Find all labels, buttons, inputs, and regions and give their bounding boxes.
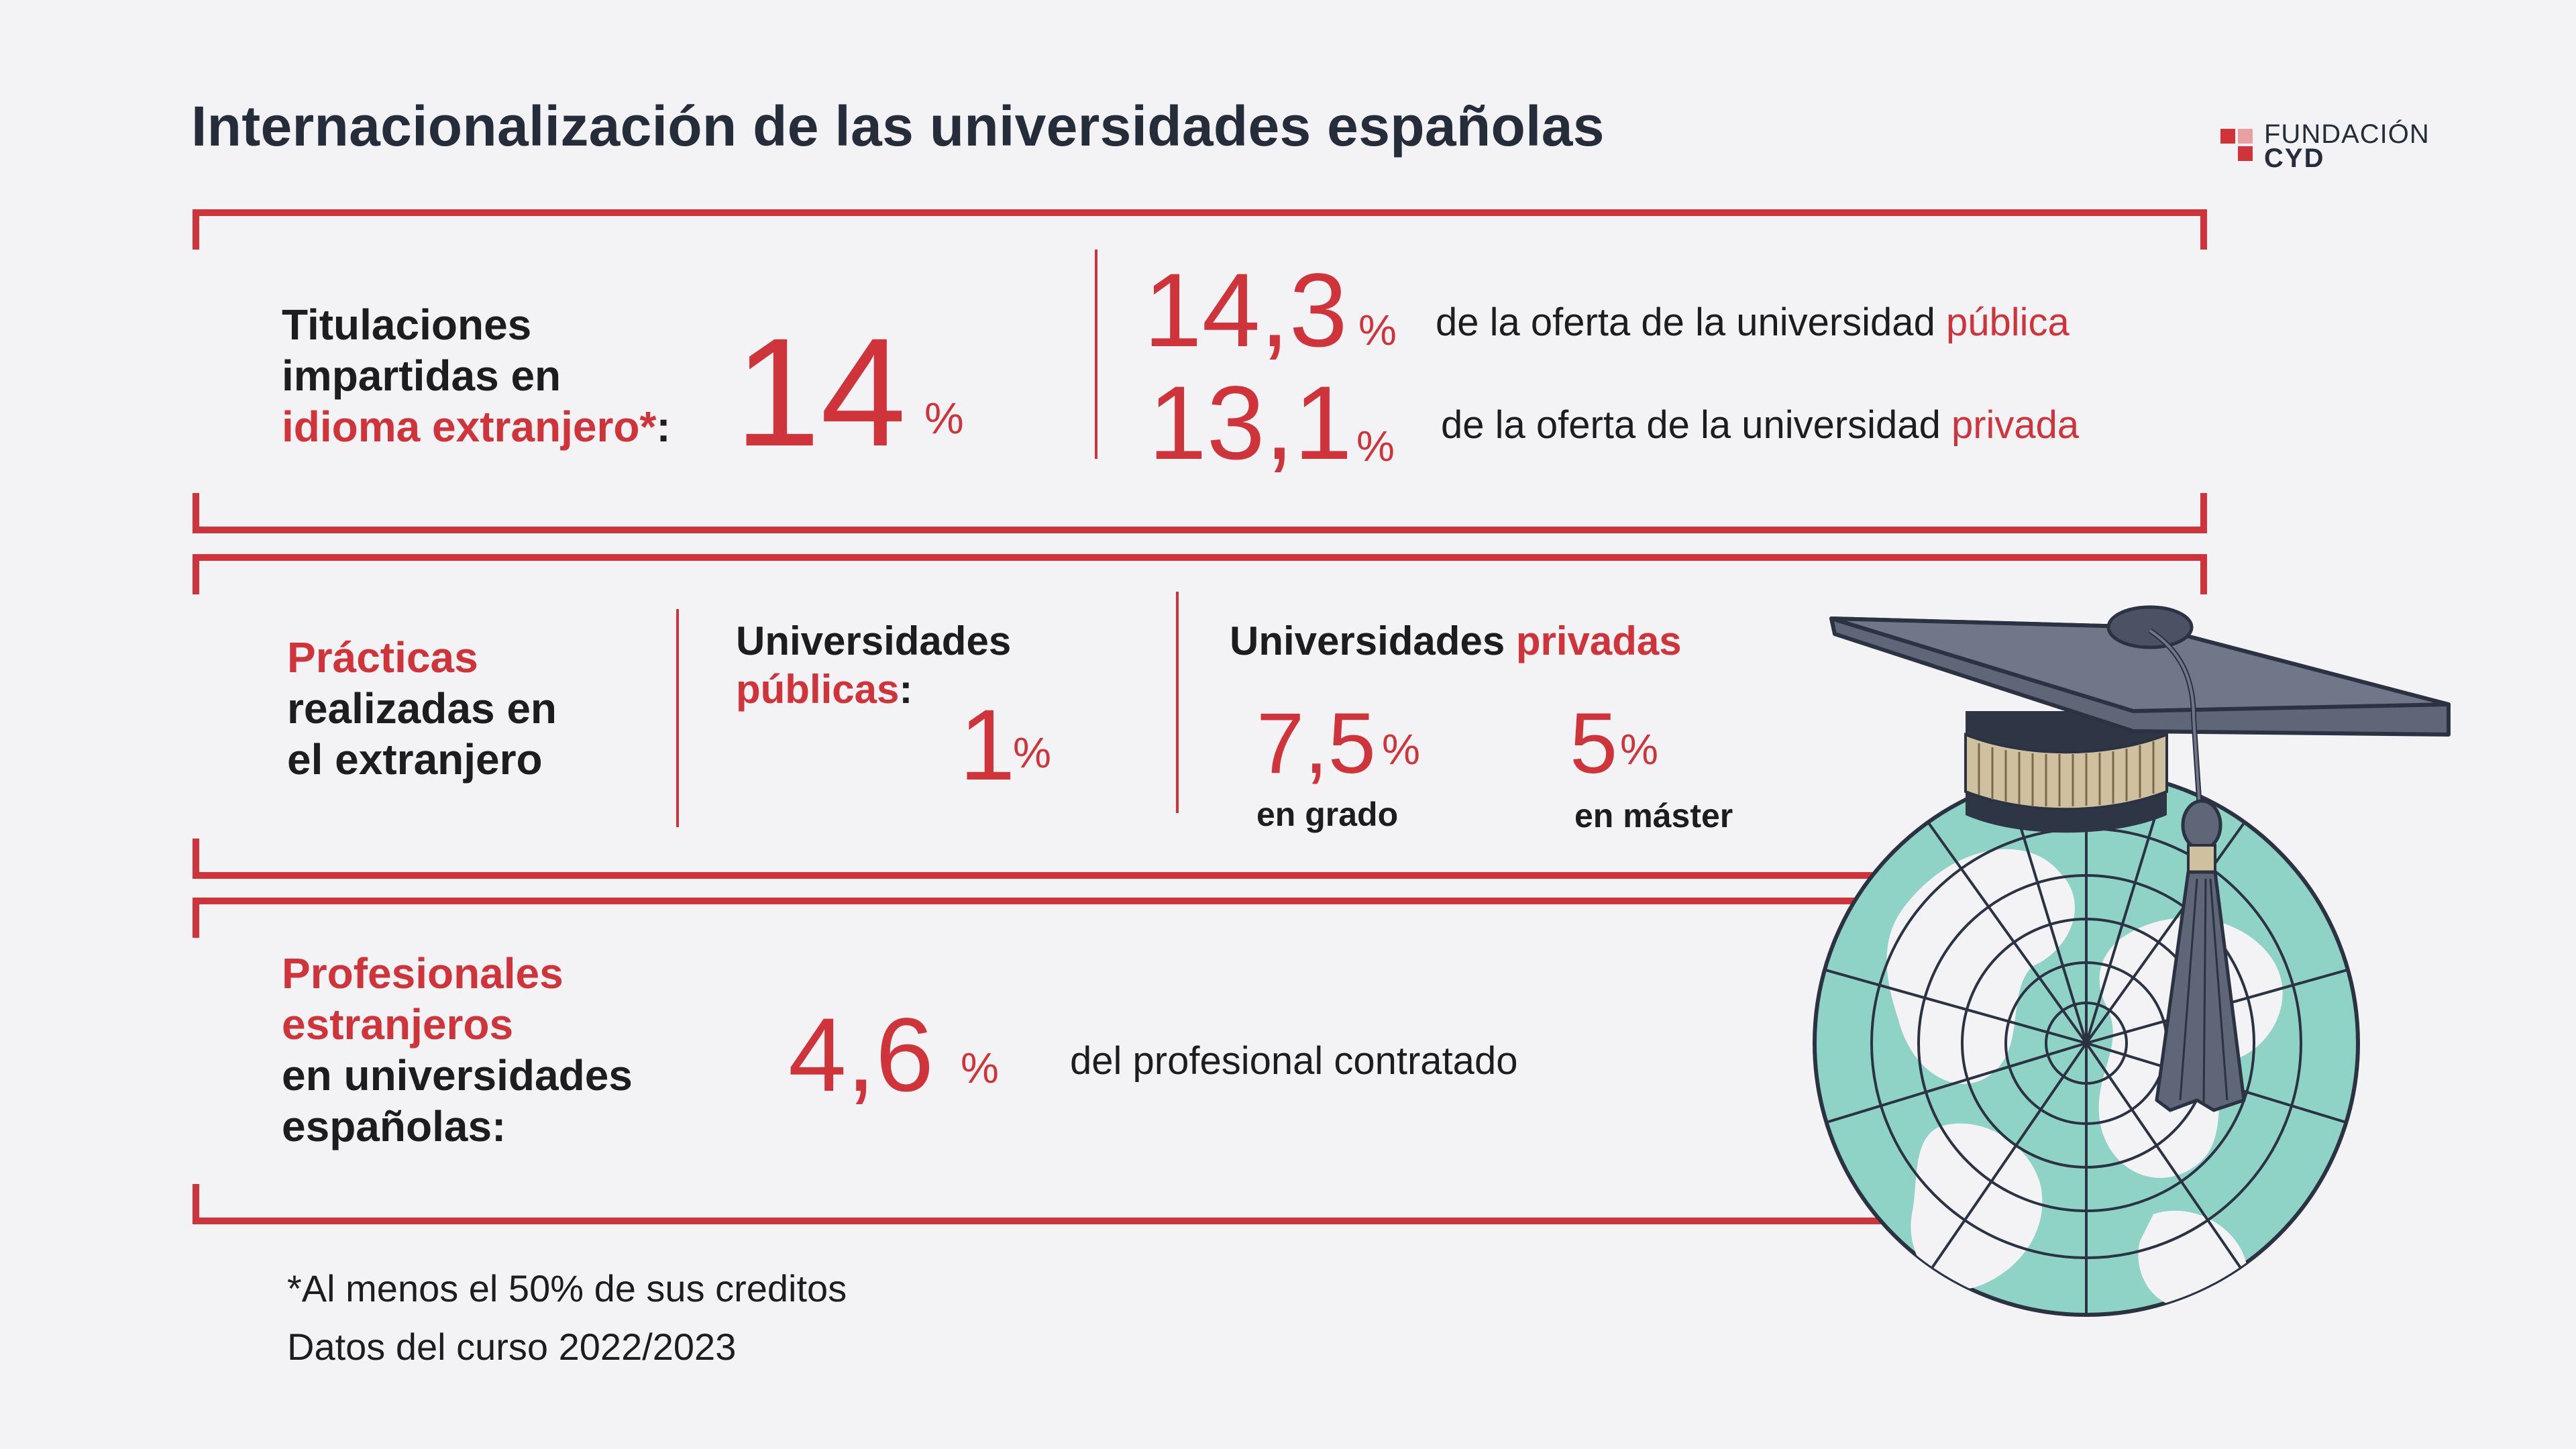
section2-divider-right (1176, 592, 1179, 813)
section1-public-value: 14,3 (1144, 252, 1348, 369)
footnote-course: Datos del curso 2022/2023 (287, 1326, 737, 1368)
section1-total-unit: % (924, 393, 964, 443)
section1-private-text-highlight: privada (1951, 403, 2080, 447)
section3-label: Profesionales estranjeros en universidad… (282, 948, 633, 1152)
section1-label-line2: impartidas en (282, 352, 561, 400)
section1-private-value: 13,1 (1148, 365, 1352, 482)
section1-private-unit: % (1356, 422, 1395, 470)
logo-mark-icon-part (2238, 146, 2253, 161)
section3-unit: % (961, 1044, 999, 1092)
logo: FUNDACIÓN CYD (2220, 119, 2435, 174)
section3-label-highlight1: Profesionales (282, 949, 564, 998)
section1-public-text: de la oferta de la universidad pública (1436, 300, 2070, 345)
section2-public-heading-colon: : (899, 667, 913, 712)
logo-text-line2: CYD (2264, 144, 2325, 173)
section2-public-heading-line1: Universidades (736, 619, 1012, 663)
logo-mark-icon (2220, 129, 2235, 144)
section2-master-value: 5 (1570, 696, 1618, 792)
section1-public-text-main: de la oferta de la universidad (1436, 301, 1946, 344)
section1-public-text-highlight: pública (1945, 301, 2070, 344)
section1-private-text-main: de la oferta de la universidad (1441, 403, 1951, 447)
section2-divider-left (676, 609, 679, 827)
section2-grado-value: 7,5 (1256, 696, 1376, 792)
section2-label-line2: realizadas en (287, 684, 557, 733)
graduation-cap-globe-icon (1813, 605, 2451, 1317)
section1-label-colon: : (656, 402, 671, 451)
logo-mark-icon-part (2238, 129, 2253, 144)
logo-text-line1: FUNDACIÓN (2264, 119, 2430, 149)
section2-label-highlight: Prácticas (287, 633, 478, 682)
section2-label-line3: el extranjero (287, 735, 543, 784)
section1-private-text: de la oferta de la universidad privada (1441, 402, 2079, 447)
section1-frame-top (193, 209, 2207, 250)
section3-text: del profesional contratado (1070, 1039, 1518, 1083)
section2-private-heading-highlight: privadas (1515, 619, 1682, 663)
section2-private-heading: Universidades privadas (1230, 617, 1682, 665)
section2-private-heading-main: Universidades (1230, 619, 1516, 663)
section3-label-line3: en universidades (282, 1051, 633, 1099)
section3-frame-top (193, 898, 1950, 938)
section2-master-label: en máster (1574, 797, 1733, 835)
section1-label-highlight: idioma extranjero* (282, 402, 657, 451)
section1-total-value: 14 (735, 306, 906, 478)
page-title: Internacionalización de las universidade… (191, 95, 1605, 158)
section3-label-line4: españolas: (282, 1102, 506, 1150)
section2-grado-unit: % (1382, 725, 1420, 773)
section3-value: 4,6 (788, 997, 934, 1114)
section2-public-heading-highlight: públicas (736, 667, 900, 712)
section2-frame-top (193, 554, 2207, 594)
section1-label: Titulaciones impartidas en idioma extran… (282, 299, 671, 452)
section1-public-unit: % (1358, 306, 1397, 354)
section3-frame-bottom (193, 1184, 1950, 1224)
footnote-credits: *Al menos el 50% de sus creditos (287, 1267, 847, 1309)
section2-frame-bottom (193, 839, 1950, 879)
section2-label: Prácticas realizadas en el extranjero (287, 632, 557, 785)
section2-public-unit: % (1013, 729, 1051, 777)
section1-frame-bottom (193, 493, 2207, 533)
section2-public-heading: Universidades públicas: (736, 617, 1011, 714)
section2-grado-label: en grado (1256, 796, 1399, 833)
section2-master-unit: % (1620, 725, 1658, 773)
section2-public-value: 1 (959, 688, 1016, 801)
section1-label-line1: Titulaciones (282, 301, 532, 349)
section1-divider (1095, 250, 1097, 459)
section3-label-highlight2: estranjeros (282, 1000, 514, 1049)
